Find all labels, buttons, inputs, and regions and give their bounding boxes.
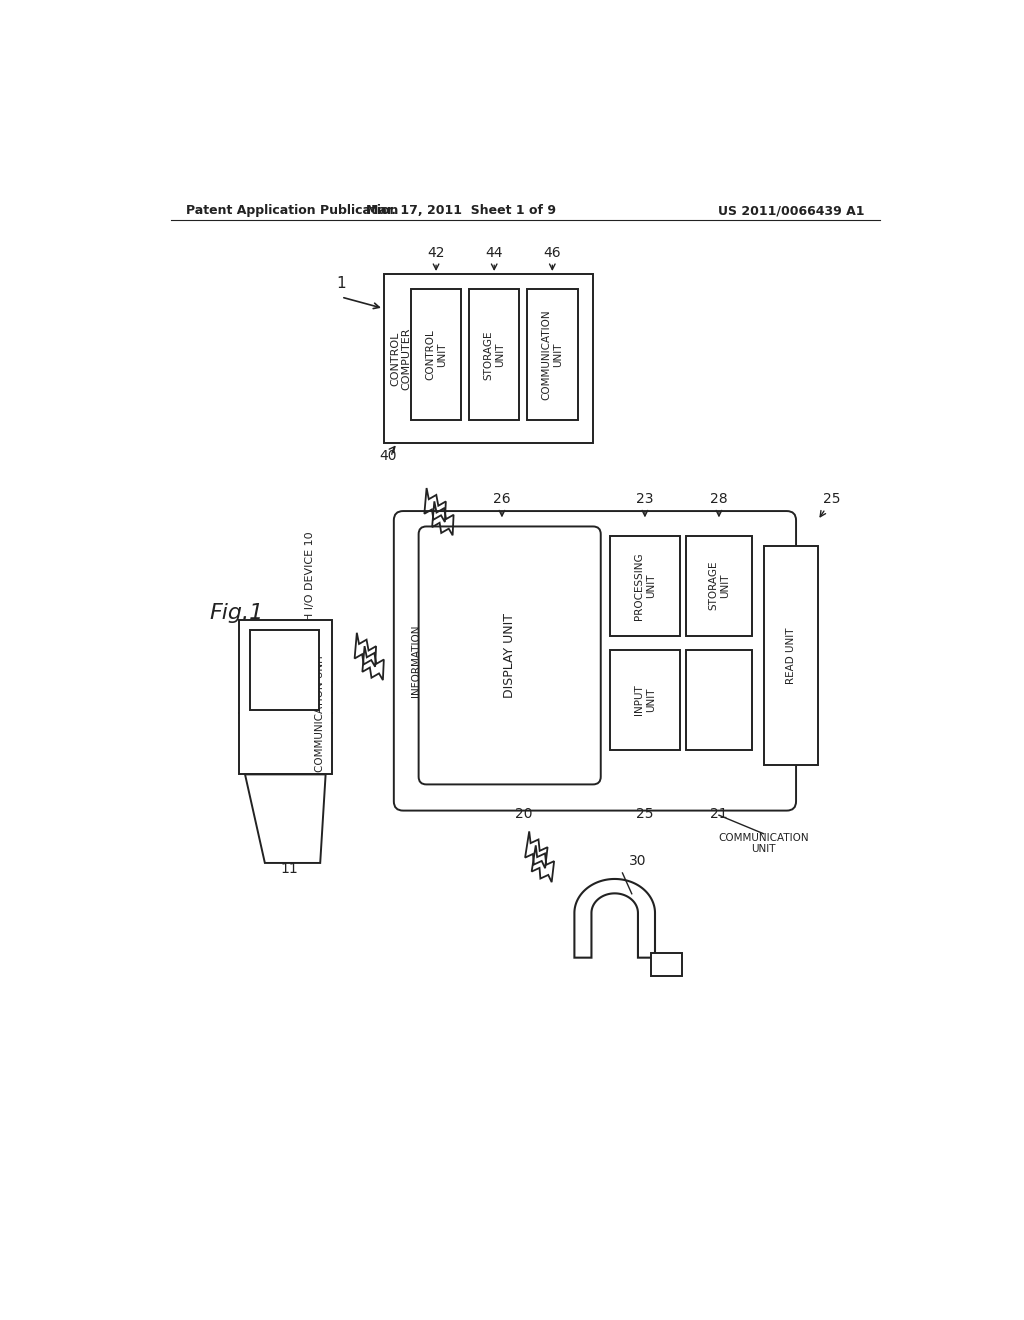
Bar [239, 620, 332, 775]
Text: 42: 42 [427, 246, 444, 260]
Text: STORAGE
UNIT: STORAGE UNIT [709, 561, 730, 610]
Text: 23: 23 [636, 492, 653, 507]
Text: Patent Application Publication: Patent Application Publication [186, 205, 398, 218]
Text: INFORMATION
PROCESSING UNIT: INFORMATION PROCESSING UNIT [411, 612, 432, 709]
Bar [651, 953, 682, 977]
Text: CONTROL
COMPUTER: CONTROL COMPUTER [390, 327, 412, 389]
Bar [251, 630, 318, 710]
Text: COMMUNICATION
UNIT: COMMUNICATION UNIT [718, 833, 809, 854]
Text: 46: 46 [544, 246, 561, 260]
Text: INPUT
UNIT: INPUT UNIT [634, 684, 655, 715]
FancyBboxPatch shape [394, 511, 796, 810]
Text: 1: 1 [336, 276, 346, 290]
Text: COMMUNICATION
UNIT: COMMUNICATION UNIT [542, 309, 563, 400]
Text: PROCESSING
UNIT: PROCESSING UNIT [634, 552, 655, 619]
Bar [686, 536, 752, 636]
Text: Mar. 17, 2011  Sheet 1 of 9: Mar. 17, 2011 Sheet 1 of 9 [367, 205, 556, 218]
Bar [411, 289, 461, 420]
Text: CONTROL
UNIT: CONTROL UNIT [425, 330, 446, 380]
Text: COMMUNICATION UNIT: COMMUNICATION UNIT [315, 653, 326, 772]
Text: 11: 11 [281, 862, 298, 876]
Text: 44: 44 [485, 246, 503, 260]
Text: 20: 20 [514, 808, 532, 821]
Text: STORAGE
UNIT: STORAGE UNIT [483, 330, 505, 380]
Bar [610, 649, 680, 750]
Bar [384, 275, 593, 444]
FancyBboxPatch shape [419, 527, 601, 784]
Text: >SPEECH I/O DEVICE 10: >SPEECH I/O DEVICE 10 [305, 532, 314, 667]
Text: 21: 21 [710, 808, 728, 821]
Text: READ UNIT: READ UNIT [785, 627, 796, 684]
Text: 25: 25 [823, 492, 841, 507]
Text: 28: 28 [710, 492, 728, 507]
Text: 18: 18 [282, 686, 300, 701]
Text: 40: 40 [379, 449, 396, 463]
Bar [686, 649, 752, 750]
Text: 25: 25 [636, 808, 653, 821]
Text: Fig.1: Fig.1 [209, 603, 263, 623]
Bar [610, 536, 680, 636]
Text: DISPLAY UNIT: DISPLAY UNIT [503, 612, 516, 698]
Bar [527, 289, 578, 420]
Bar [469, 289, 519, 420]
Text: 26: 26 [494, 492, 511, 507]
Text: 30: 30 [629, 854, 647, 869]
Text: US 2011/0066439 A1: US 2011/0066439 A1 [718, 205, 864, 218]
Bar [764, 545, 818, 766]
